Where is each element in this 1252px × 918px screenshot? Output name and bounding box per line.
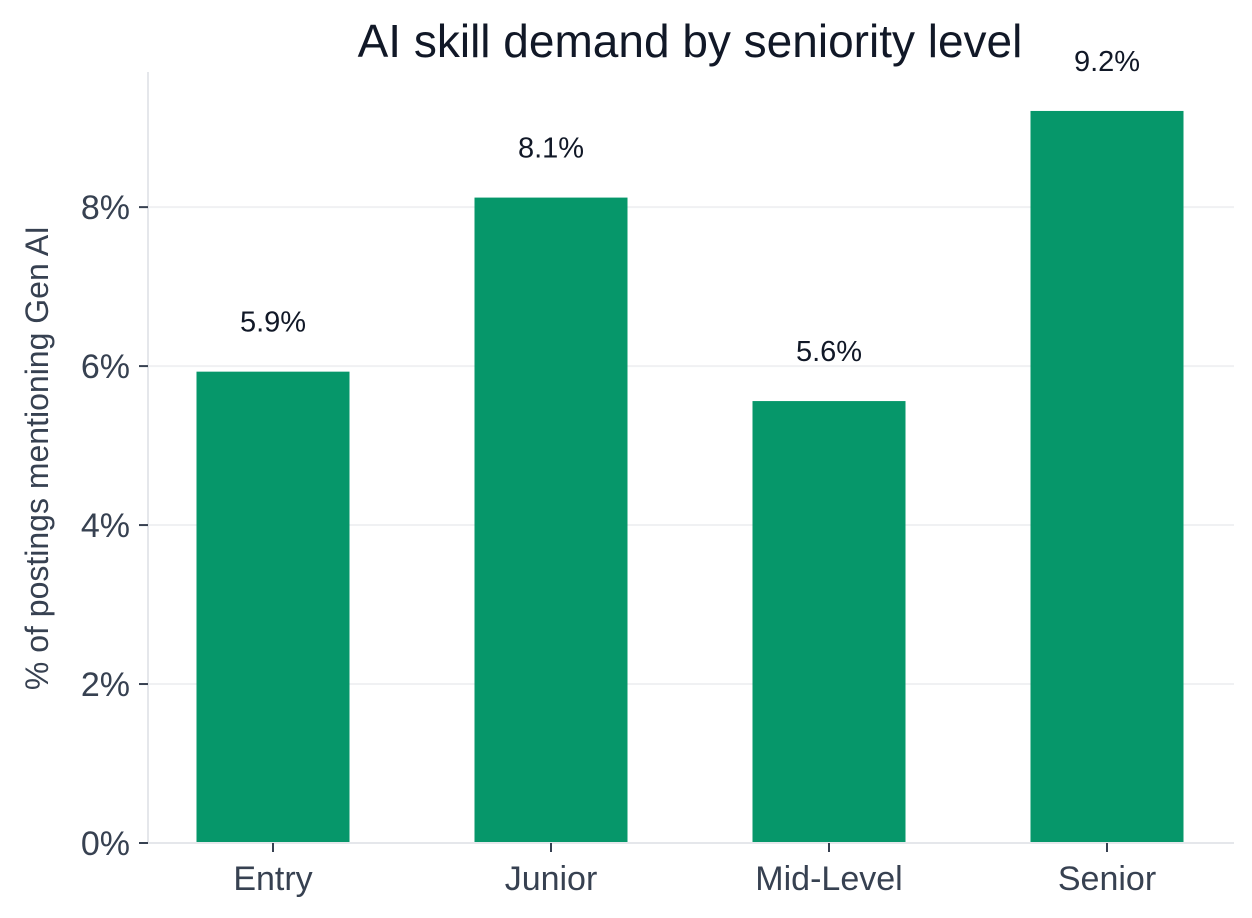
data-label: 5.6% <box>796 336 862 368</box>
data-label: 5.9% <box>240 307 306 339</box>
bar-entry <box>196 371 350 843</box>
bar-mid-level <box>752 401 906 843</box>
bars <box>196 110 1184 843</box>
x-tick-label: Mid-Level <box>755 860 902 898</box>
y-ticks: 0% 2% 4% 6% 8% <box>81 189 148 863</box>
y-tick-label: 8% <box>81 189 130 227</box>
y-tick-label: 6% <box>81 348 130 386</box>
y-tick-label: 4% <box>81 507 130 545</box>
data-label: 9.2% <box>1074 46 1140 78</box>
axes <box>147 72 1234 844</box>
x-tick-label: Entry <box>233 860 312 898</box>
bar-senior <box>1030 110 1184 843</box>
bar-junior <box>474 197 628 843</box>
data-label: 8.1% <box>518 133 584 165</box>
x-tick-label: Senior <box>1058 860 1156 898</box>
x-ticks: Entry Junior Mid-Level Senior <box>233 843 1156 898</box>
y-tick-label: 2% <box>81 666 130 704</box>
chart-title: AI skill demand by seniority level <box>358 15 1023 67</box>
data-labels: 5.9% 8.1% 5.6% 9.2% <box>240 46 1140 368</box>
y-tick-label: 0% <box>81 825 130 863</box>
y-axis-title: % of postings mentioning Gen AI <box>19 226 55 690</box>
x-tick-label: Junior <box>505 860 598 898</box>
